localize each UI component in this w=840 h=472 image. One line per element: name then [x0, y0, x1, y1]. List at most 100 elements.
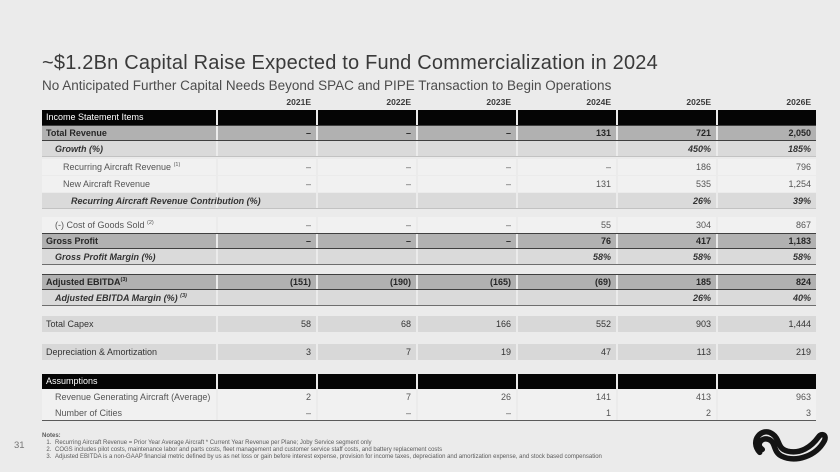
- cell-value: (190): [389, 277, 411, 287]
- notes-heading: Notes:: [42, 433, 61, 439]
- row-label: Growth (%): [55, 144, 103, 154]
- cell-value: 113: [696, 347, 711, 357]
- column-header: 2021E: [286, 97, 311, 107]
- cell-value: 413: [695, 392, 711, 402]
- table-row: Adjusted EBITDA(3) (151) (190) (165) (69) 185…: [42, 274, 816, 290]
- table-row: Revenue Generating Aircraft (Average) 2 7 2…: [42, 389, 816, 405]
- column-header: 2023E: [486, 97, 511, 107]
- cell-value: [516, 193, 616, 209]
- row-label: New Aircraft Revenue: [63, 179, 151, 189]
- row-label: (-) Cost of Goods Sold (2): [55, 220, 154, 230]
- cell-value: [216, 110, 316, 125]
- table-row: Total Capex 58 68 166 552 903 1,444: [42, 316, 816, 332]
- cell-value: (69): [594, 277, 611, 287]
- cell-value: –: [505, 179, 511, 189]
- cell-value: [316, 110, 416, 125]
- notes-list: Recurring Aircraft Revenue = Prior Year …: [42, 440, 742, 462]
- cell-value: –: [505, 236, 511, 246]
- row-label: Gross Profit: [46, 236, 99, 246]
- joby-logo-bird-icon: [753, 429, 828, 462]
- row-label: Gross Profit Margin (%): [55, 252, 156, 262]
- row-label: Adjusted EBITDA Margin (%) (3): [55, 293, 187, 303]
- cell-value: 867: [795, 220, 811, 230]
- column-header: 2026E: [786, 97, 811, 107]
- cell-value: [516, 141, 616, 157]
- cell-value: –: [505, 408, 511, 418]
- row-label: Number of Cities: [55, 408, 123, 418]
- table-row: Gross Profit – – – 76 417 1,183: [42, 233, 816, 249]
- table-row: Adjusted EBITDA Margin (%) (3) 26% 40%: [42, 290, 816, 306]
- footnote-ref: (1): [173, 162, 181, 168]
- cell-value: 68: [400, 319, 411, 329]
- row-label: Recurring Aircraft Revenue (1): [63, 162, 181, 172]
- table-row: Recurring Aircraft Revenue Contribution …: [42, 193, 816, 209]
- table-row: Number of Cities – – – 1 2 3: [42, 405, 816, 421]
- cell-value: 186: [695, 162, 711, 172]
- cell-value: 963: [795, 392, 811, 402]
- cell-value: 39%: [792, 196, 811, 206]
- cell-value: [216, 193, 316, 209]
- cell-value: 1,444: [788, 319, 811, 329]
- note-item: Recurring Aircraft Revenue = Prior Year …: [53, 440, 742, 447]
- cell-value: 7: [405, 392, 411, 402]
- page-number: 31: [14, 440, 25, 451]
- financial-table: 2021E 2022E 2023E 2024E 2025E 2026E Income St…: [42, 96, 816, 421]
- cell-value: [216, 374, 316, 389]
- cell-value: [516, 290, 616, 306]
- cell-value: 58%: [692, 252, 711, 262]
- cell-value: 3: [305, 347, 311, 357]
- cell-value: –: [405, 162, 411, 172]
- note-item: COGS includes pilot costs, maintenance l…: [53, 447, 742, 454]
- cell-value: [416, 141, 516, 157]
- cell-value: 26%: [692, 293, 711, 303]
- cell-value: –: [405, 220, 411, 230]
- cell-value: [316, 374, 416, 389]
- cell-value: –: [305, 128, 311, 138]
- cell-value: [316, 193, 416, 209]
- cell-value: 3: [805, 408, 811, 418]
- row-label: Adjusted EBITDA(3): [46, 277, 128, 287]
- table-row: Income Statement Items: [42, 110, 816, 125]
- table-row: Assumptions: [42, 374, 816, 389]
- cell-value: [416, 110, 516, 125]
- row-label: Income Statement Items: [46, 112, 144, 122]
- cell-value: 2,050: [788, 128, 811, 138]
- cell-value: –: [305, 408, 311, 418]
- row-label: Total Revenue: [46, 128, 107, 138]
- table-row: Gross Profit Margin (%) 58% 58% 58%: [42, 249, 816, 265]
- cell-value: [316, 249, 416, 265]
- cell-value: –: [305, 236, 311, 246]
- cell-value: 2: [305, 392, 311, 402]
- cell-value: –: [605, 162, 611, 172]
- cell-value: [416, 249, 516, 265]
- column-header: 2025E: [686, 97, 711, 107]
- cell-value: [516, 110, 616, 125]
- note-item: Adjusted EBITDA is a non-GAAP financial …: [53, 454, 742, 461]
- cell-value: –: [505, 162, 511, 172]
- cell-value: 552: [595, 319, 611, 329]
- cell-value: [416, 193, 516, 209]
- cell-value: 450%: [687, 144, 711, 154]
- cell-value: 219: [795, 347, 811, 357]
- cell-value: [316, 141, 416, 157]
- footnote-ref: (2): [147, 220, 154, 226]
- year-header-spacer: [42, 96, 216, 108]
- table-row: New Aircraft Revenue – – – 131 535 1,254: [42, 176, 816, 192]
- cell-value: [216, 290, 316, 306]
- cell-value: [216, 249, 316, 265]
- cell-value: 1,183: [788, 236, 811, 246]
- cell-value: [216, 141, 316, 157]
- cell-value: 721: [695, 128, 711, 138]
- cell-value: 58%: [592, 252, 611, 262]
- cell-value: 166: [495, 319, 511, 329]
- cell-value: 131: [595, 179, 611, 189]
- cell-value: 185: [695, 277, 711, 287]
- cell-value: –: [405, 128, 411, 138]
- cell-value: 26: [500, 392, 511, 402]
- cell-value: [416, 290, 516, 306]
- cell-value: 47: [600, 347, 611, 357]
- page-subtitle: No Anticipated Further Capital Needs Bey…: [42, 78, 612, 93]
- row-label: Recurring Aircraft Revenue Contribution …: [71, 196, 261, 206]
- cell-value: 796: [795, 162, 811, 172]
